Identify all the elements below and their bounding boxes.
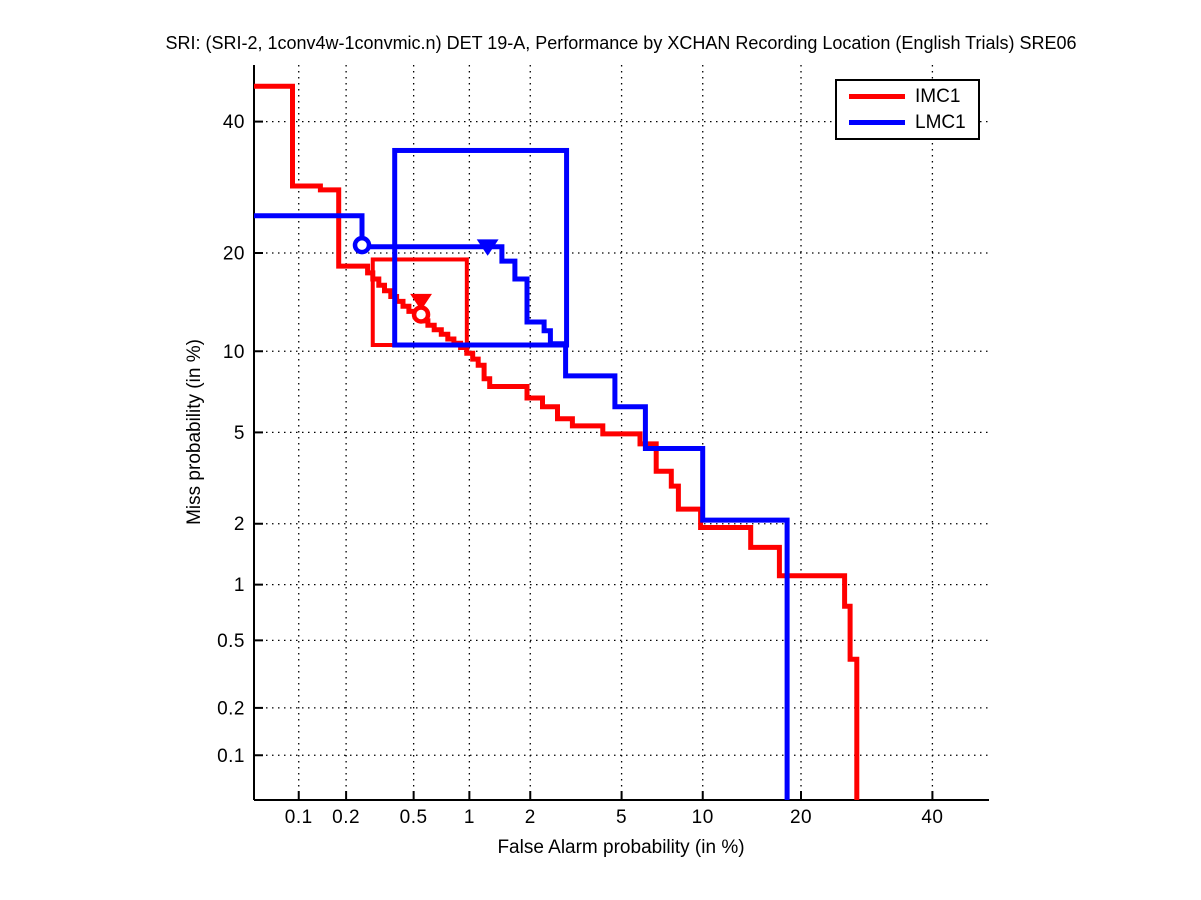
x-tick-label-40: 40 xyxy=(921,807,943,828)
curve-IMC1 xyxy=(254,83,860,800)
y-tick-label-0.5: 0.5 xyxy=(217,631,245,652)
legend-entry-imc1: IMC1 xyxy=(849,87,978,106)
legend-line-sample-red xyxy=(849,94,905,100)
y-tick-label-40: 40 xyxy=(223,112,245,133)
marker-triangle-down-LMC1 xyxy=(476,239,499,256)
x-tick-label-0.2: 0.2 xyxy=(332,807,360,828)
legend-line-sample-blue xyxy=(849,119,905,125)
y-tick-label-20: 20 xyxy=(223,243,245,264)
marker-triangle-down-IMC1 xyxy=(410,293,432,311)
y-tick-label-1: 1 xyxy=(234,575,245,596)
y-tick-label-0.2: 0.2 xyxy=(217,698,245,719)
x-tick-label-20: 20 xyxy=(790,807,812,828)
y-tick-label-10: 10 xyxy=(223,342,245,363)
plot-title: SRI: (SRI-2, 1conv4w-1convmic.n) DET 19-… xyxy=(165,33,1076,53)
x-tick-label-1: 1 xyxy=(464,807,475,828)
legend-box: IMC1 LMC1 xyxy=(835,79,980,140)
axes-layer: 0.1 0.2 0.5 1 2 5 10 20 40 0.1 0.2 0.5 1 2 5 10 20 40 xyxy=(217,65,989,828)
legend-entry-lmc1: LMC1 xyxy=(849,113,978,132)
x-tick-label-10: 10 xyxy=(692,807,714,828)
legend-label-imc1: IMC1 xyxy=(915,86,961,108)
y-tick-label-2: 2 xyxy=(234,514,245,535)
series-layer xyxy=(254,83,860,800)
y-tick-label-0.1: 0.1 xyxy=(217,746,245,767)
curve-LMC1 xyxy=(254,213,790,800)
x-axis-label: False Alarm probability (in %) xyxy=(497,837,744,858)
x-tick-label-5: 5 xyxy=(616,807,627,828)
x-tick-label-0.1: 0.1 xyxy=(285,807,313,828)
marker-circle-IMC1 xyxy=(411,305,431,324)
legend-label-lmc1: LMC1 xyxy=(915,111,966,133)
grid-layer xyxy=(254,65,989,800)
x-tick-label-0.5: 0.5 xyxy=(400,807,428,828)
marker-circle-LMC1 xyxy=(352,235,372,255)
y-axis-label: Miss probability (in %) xyxy=(184,339,205,525)
x-tick-label-2: 2 xyxy=(525,807,536,828)
y-tick-label-5: 5 xyxy=(234,423,245,444)
